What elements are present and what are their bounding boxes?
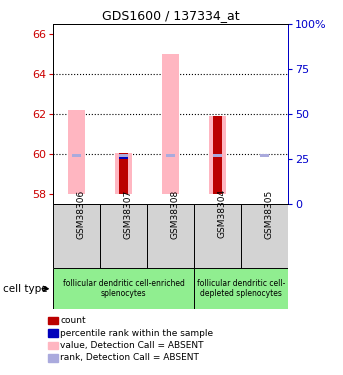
- Bar: [166, 154, 175, 156]
- Bar: [100, 204, 147, 268]
- Bar: [53, 268, 194, 309]
- Text: rank, Detection Call = ABSENT: rank, Detection Call = ABSENT: [60, 353, 199, 362]
- Bar: [210, 116, 226, 194]
- Bar: [194, 204, 241, 268]
- Bar: [119, 153, 128, 194]
- Bar: [260, 154, 269, 156]
- Text: value, Detection Call = ABSENT: value, Detection Call = ABSENT: [60, 341, 203, 350]
- Bar: [119, 154, 128, 157]
- Bar: [72, 154, 81, 157]
- Text: GSM38306: GSM38306: [77, 189, 86, 238]
- Bar: [163, 54, 179, 194]
- Bar: [147, 204, 194, 268]
- Bar: [194, 268, 288, 309]
- Text: GSM38304: GSM38304: [218, 189, 227, 238]
- Bar: [166, 154, 175, 157]
- Text: count: count: [60, 316, 86, 325]
- Bar: [119, 156, 128, 159]
- Bar: [241, 204, 288, 268]
- Text: follicular dendritic cell-
depleted splenocytes: follicular dendritic cell- depleted sple…: [197, 279, 285, 298]
- Text: GSM38307: GSM38307: [123, 189, 133, 238]
- Bar: [116, 153, 132, 194]
- Text: percentile rank within the sample: percentile rank within the sample: [60, 328, 213, 338]
- Text: GSM38308: GSM38308: [171, 189, 180, 238]
- Text: cell type: cell type: [3, 284, 48, 294]
- Bar: [69, 110, 85, 194]
- Text: GSM38305: GSM38305: [265, 189, 274, 238]
- Bar: [213, 154, 222, 156]
- Bar: [53, 204, 100, 268]
- Bar: [213, 154, 222, 157]
- Title: GDS1600 / 137334_at: GDS1600 / 137334_at: [102, 9, 239, 22]
- Bar: [72, 154, 81, 156]
- Bar: [260, 154, 269, 157]
- Text: follicular dendritic cell-enriched
splenocytes: follicular dendritic cell-enriched splen…: [63, 279, 185, 298]
- Bar: [213, 116, 222, 194]
